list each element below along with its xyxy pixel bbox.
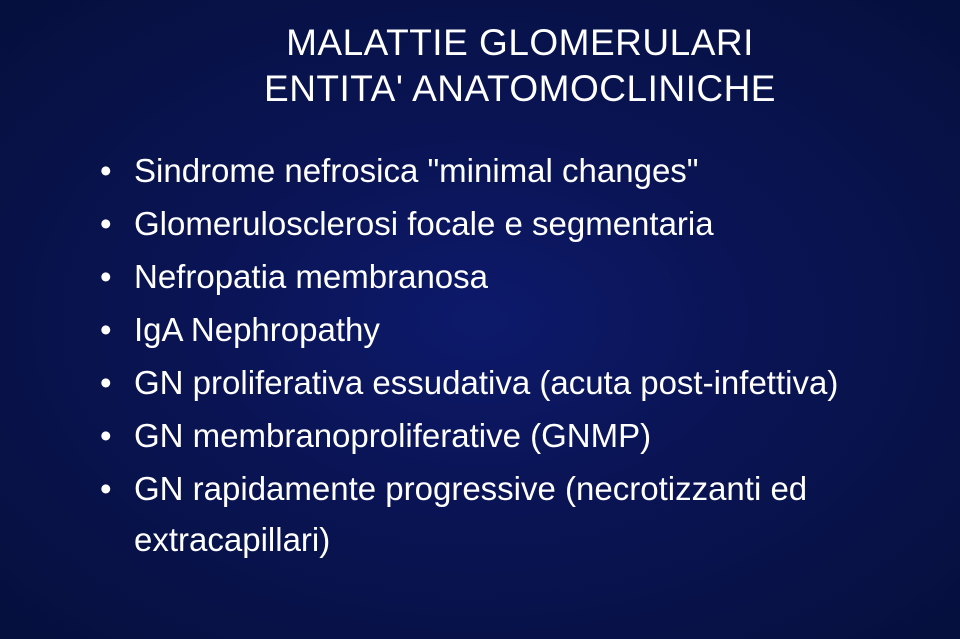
slide: MALATTIE GLOMERULARI ENTITA' ANATOMOCLIN… bbox=[0, 0, 960, 639]
title-line-1: MALATTIE GLOMERULARI bbox=[140, 20, 900, 66]
list-item: GN proliferativa essudativa (acuta post-… bbox=[100, 357, 900, 408]
list-item: GN rapidamente progressive (necrotizzant… bbox=[100, 463, 900, 565]
list-item: IgA Nephropathy bbox=[100, 304, 900, 355]
bullet-list: Sindrome nefrosica "minimal changes" Glo… bbox=[100, 145, 900, 566]
title-line-2: ENTITA' ANATOMOCLINICHE bbox=[140, 66, 900, 112]
slide-title: MALATTIE GLOMERULARI ENTITA' ANATOMOCLIN… bbox=[140, 20, 900, 113]
list-item: GN membranoproliferative (GNMP) bbox=[100, 410, 900, 461]
list-item: Nefropatia membranosa bbox=[100, 251, 900, 302]
list-item: Glomerulosclerosi focale e segmentaria bbox=[100, 198, 900, 249]
list-item: Sindrome nefrosica "minimal changes" bbox=[100, 145, 900, 196]
